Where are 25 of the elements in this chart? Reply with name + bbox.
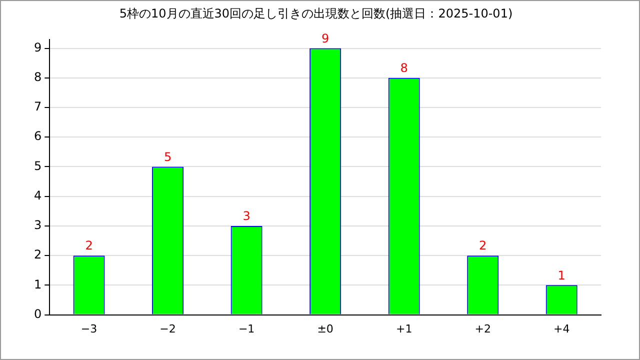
data-label: 2 [85,238,93,253]
y-tick-label: 5 [34,158,42,173]
data-label: 3 [242,209,250,224]
data-label: 1 [558,268,566,282]
x-tick-label: +4 [554,322,570,336]
data-label: 9 [321,31,330,46]
y-tick-label: 9 [34,40,42,54]
x-tick-label: −2 [160,322,176,336]
data-label: 8 [400,61,408,76]
x-tick-label: −1 [238,322,255,336]
data-label: 5 [164,150,172,164]
x-tick-label: +1 [396,322,412,336]
y-tick-label: 2 [34,248,42,262]
x-tick-label: +2 [474,322,491,336]
y-tick-label: 0 [34,306,42,321]
y-tick-label: 7 [34,100,42,114]
x-tick-label: ±0 [317,322,334,336]
y-tick-label: 4 [34,188,42,202]
data-label: 2 [479,238,487,253]
y-tick-label: 1 [34,277,42,292]
y-tick-label: 6 [34,129,42,144]
chart-title: 5枠の10月の直近30回の足し引きの出現数と回数(抽選日：2025-10-01) [119,6,513,20]
y-tick-label: 3 [34,218,42,232]
x-tick-label: −3 [80,322,98,336]
y-tick-label: 8 [34,70,42,84]
